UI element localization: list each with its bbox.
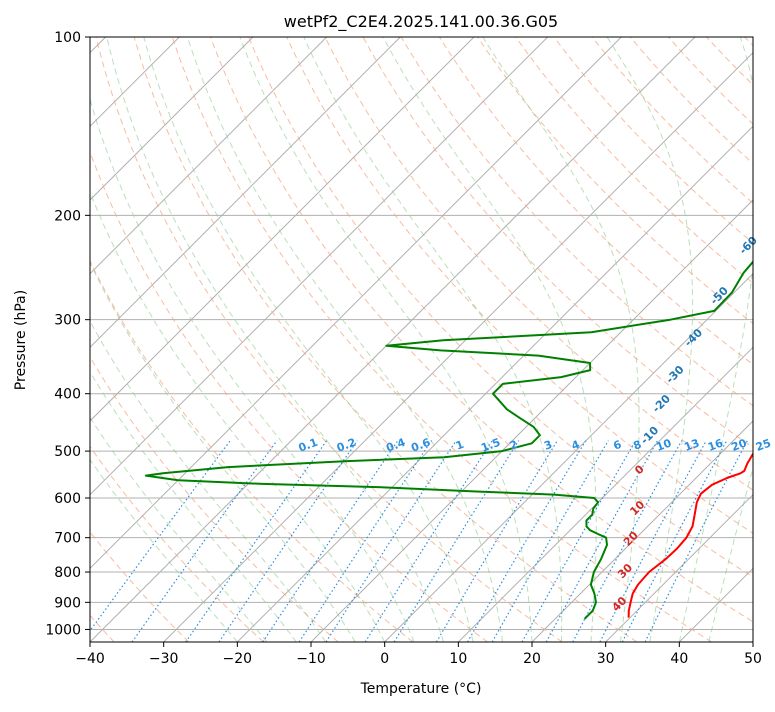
y-tick-label: 700 [54,531,81,547]
y-tick-label: 300 [54,313,81,329]
moist-adiabat-line [709,37,775,642]
isotherm-gridline [16,37,621,642]
mixing-ratio-label: 2 [508,438,520,453]
isotherm-gridline [0,37,253,642]
y-tick-label: 200 [54,208,81,224]
plot-frame [90,37,753,642]
mixing-ratio-label: 25 [754,437,773,454]
line-labels: -100-90-80-70-60-50-40-30-20-10010203040… [297,37,775,614]
dry-adiabat-line [134,37,637,642]
mixing-ratio-label: 3 [542,438,554,453]
y-tick-label: 1000 [45,622,81,638]
x-tick-label: 30 [597,651,615,667]
x-tick-label: −40 [75,651,105,667]
mixing-ratio-line [186,441,327,642]
x-tick-label: 20 [523,651,541,667]
isotherm-gridline [458,37,775,642]
x-axis: −40 −30 −20 −10 0 10 20 30 40 50 [75,642,762,667]
moist-adiabat-label: -30 [663,363,686,386]
y-tick-label: 400 [54,387,81,403]
x-tick-label: −10 [296,651,326,667]
mixing-ratio-label: 0.4 [384,436,407,455]
isotherm-gridline [0,37,327,642]
moist-adiabat-label: -20 [650,392,673,415]
dry-adiabat-line [58,37,488,642]
x-tick-label: 0 [380,651,389,667]
dry-adiabat-line [516,37,775,642]
moist-adiabat-line [304,37,562,642]
dry-adiabat-label: 40 [609,594,629,614]
dry-adiabat-line [707,37,775,642]
x-tick-label: −30 [149,651,179,667]
isotherm-gridline [311,37,775,642]
moist-adiabat-line [240,37,532,642]
moist-adiabat-line [22,37,355,642]
dry-adiabat-line [0,37,338,642]
chart-title: wetPf2_C2E4.2025.141.00.36.G05 [284,12,558,32]
x-axis-title: Temperature (°C) [360,681,482,697]
isotherm-gridline [0,37,474,642]
mixing-ratio-line [394,441,519,642]
mixing-ratio-label: 6 [612,438,624,453]
dry-adiabat-label: 30 [615,561,635,581]
y-axis-title: Pressure (hPa) [13,290,29,390]
dry-adiabat-label: 10 [627,498,647,518]
reference-lines [0,37,775,642]
y-tick-label: 900 [54,595,81,611]
mixing-ratio-line [365,441,492,642]
moist-adiabat-label: -40 [682,326,705,349]
x-tick-label: −20 [223,651,253,667]
moist-adiabat-line [144,37,473,642]
dry-adiabat-line [20,37,413,642]
mixing-ratio-line [326,441,456,642]
dry-adiabat-line [0,37,264,642]
mixing-ratio-line [82,441,231,642]
moist-adiabat-line [0,37,237,642]
x-tick-label: 40 [670,651,688,667]
moist-adiabat-line [607,37,693,642]
dry-adiabat-label: 0 [632,462,647,477]
dry-adiabat-line [554,37,775,642]
y-tick-label: 100 [54,30,81,46]
dry-adiabat-line [745,37,775,642]
mixing-ratio-line [132,441,277,642]
mixing-ratio-line [645,441,747,642]
moist-adiabat-label: -60 [737,234,760,257]
y-axis: 100 200 300 400 500 600 700 800 900 1000 [45,30,90,638]
mixing-ratio-label: 4 [570,438,582,453]
y-tick-label: 800 [54,565,81,581]
mixing-ratio-label: 0.6 [409,436,432,455]
isotherm-gridline [0,37,400,642]
isotherm-gridline [753,37,775,642]
x-tick-label: 10 [449,651,467,667]
y-tick-label: 500 [54,444,81,460]
y-tick-label: 600 [54,491,81,507]
x-tick-label: 50 [744,651,762,667]
mixing-ratio-label: 0.1 [297,436,320,455]
